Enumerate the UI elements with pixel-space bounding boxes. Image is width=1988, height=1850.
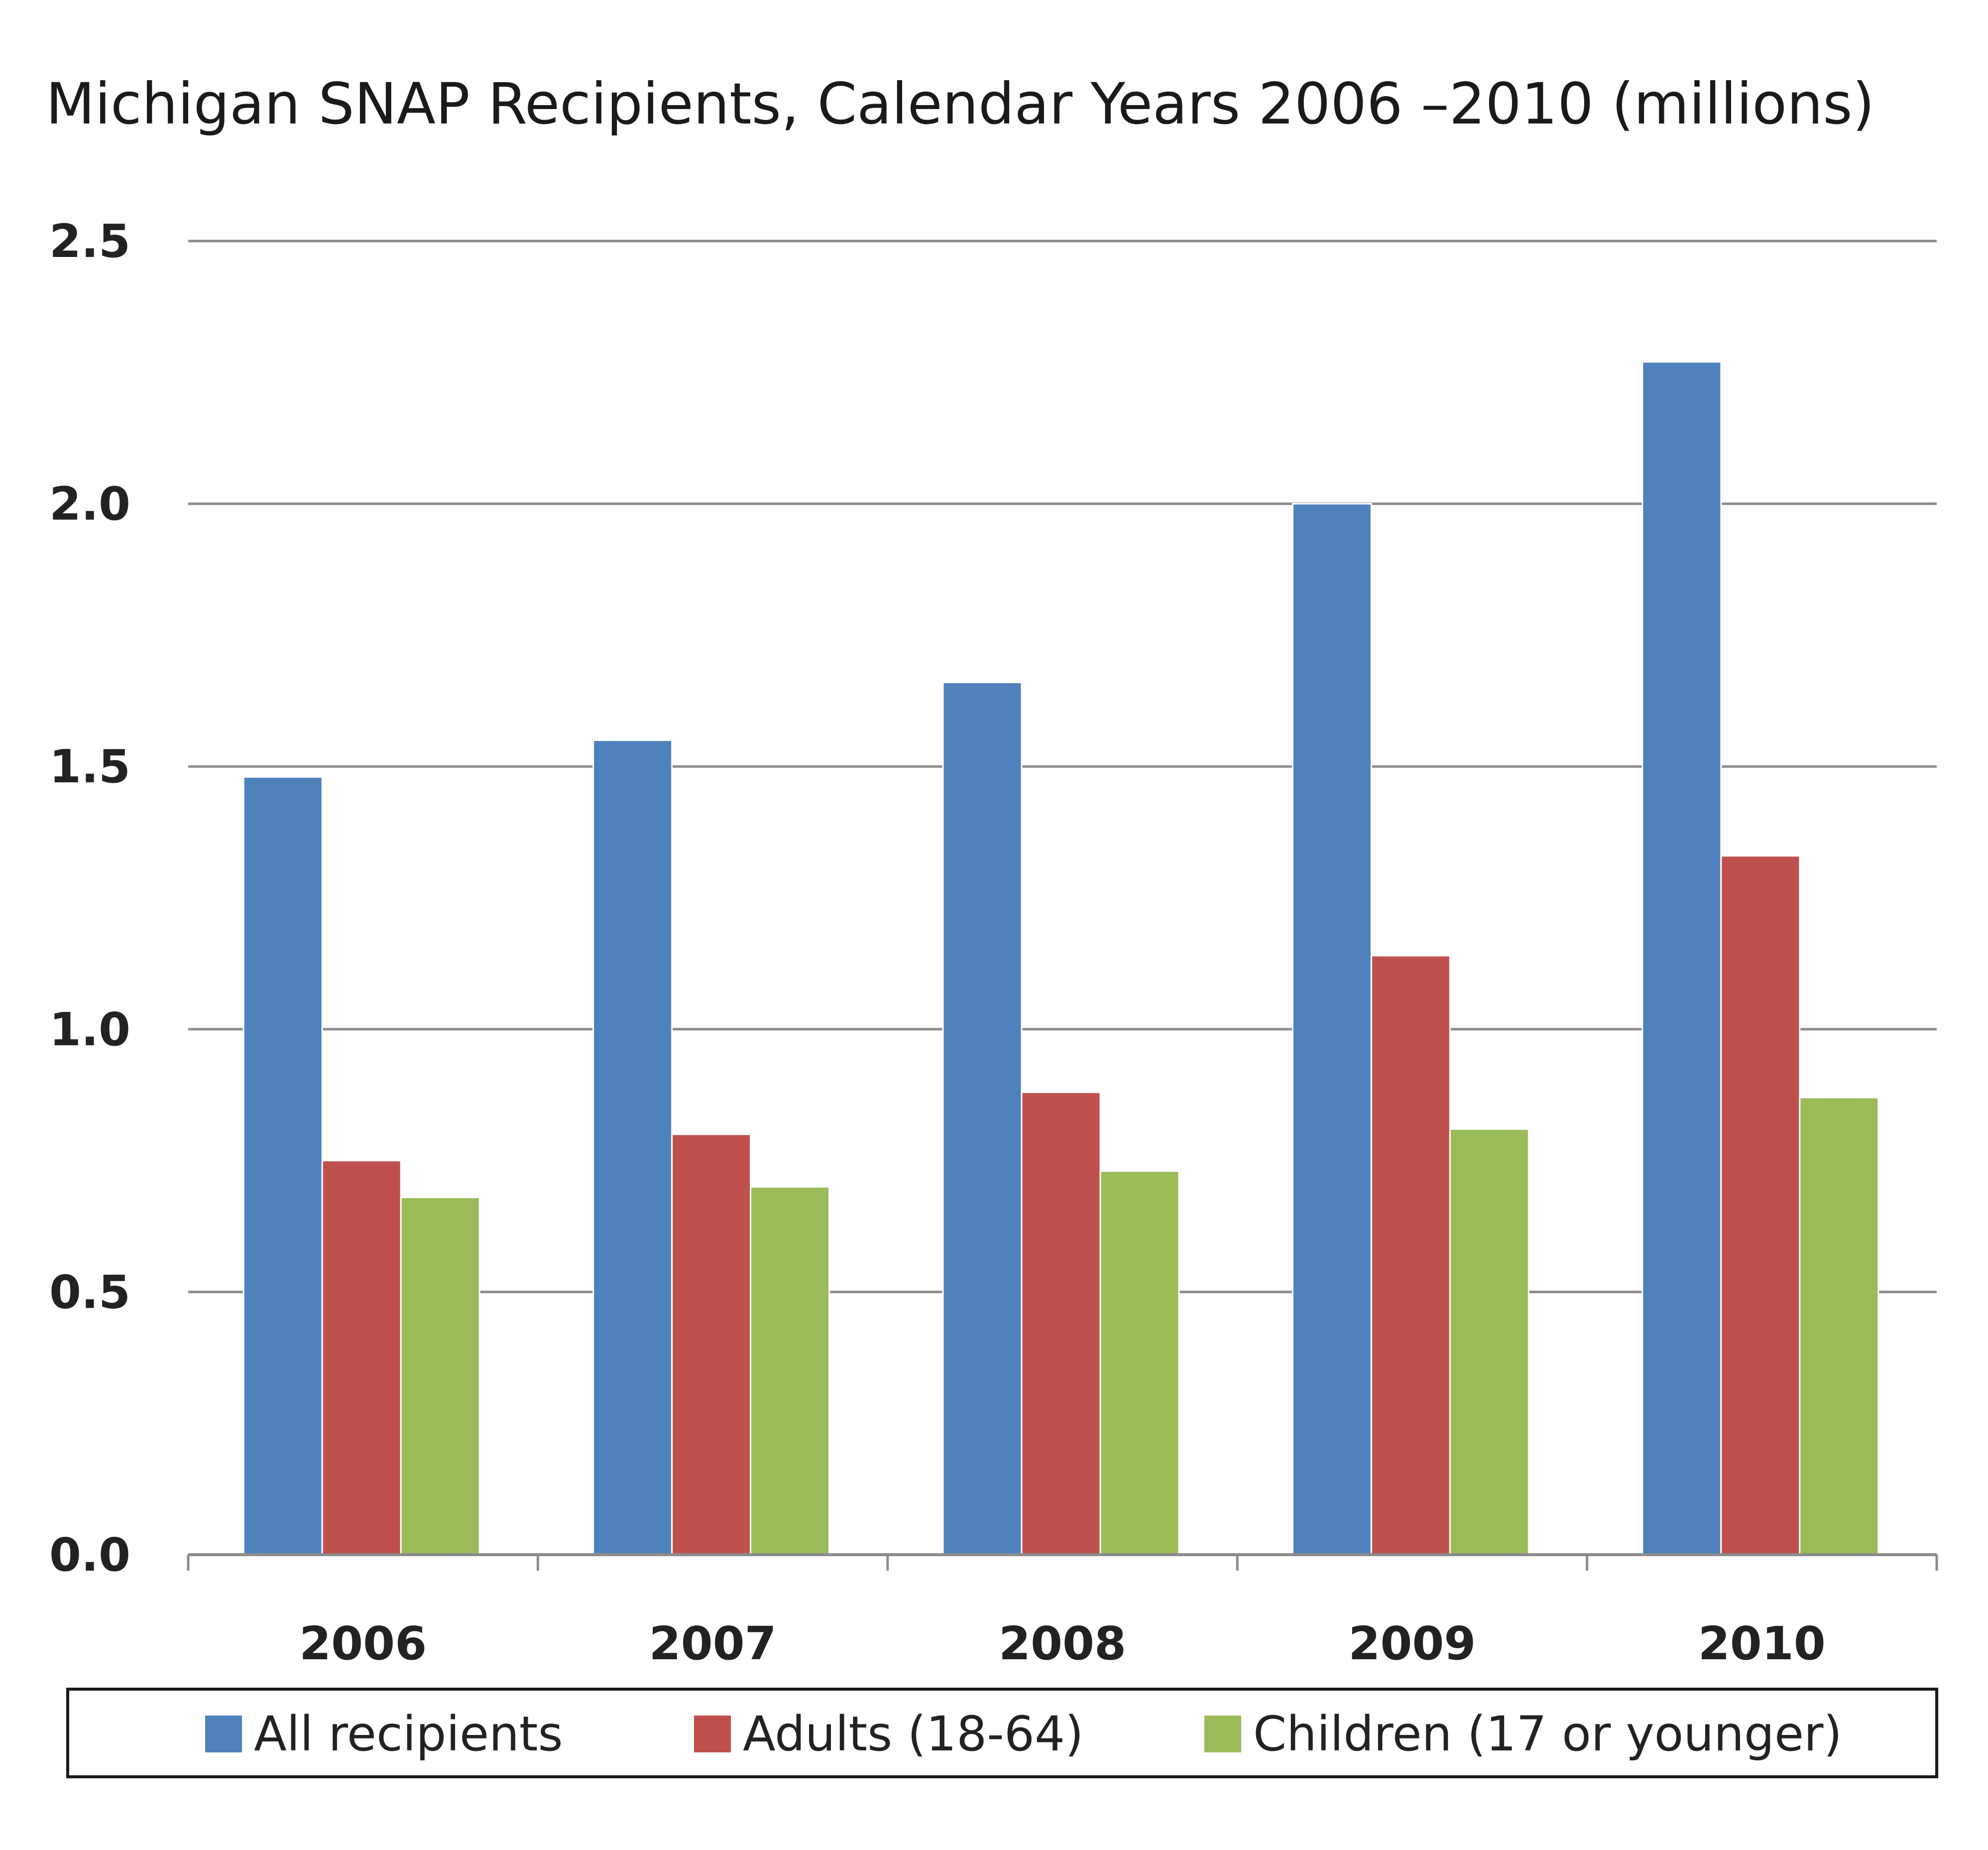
bar-2008-series-3 xyxy=(1099,1170,1180,1556)
x-category-label: 2006 xyxy=(299,1617,427,1670)
bar-2009-series-3 xyxy=(1449,1128,1529,1556)
legend-label: Children (17 or younger) xyxy=(1253,1706,1842,1762)
y-tick-label: 0.5 xyxy=(49,1265,130,1319)
x-category-label: 2010 xyxy=(1698,1617,1826,1670)
legend-swatch xyxy=(205,1716,242,1752)
bar-2006-series-2 xyxy=(321,1160,402,1556)
x-category-label: 2008 xyxy=(999,1617,1126,1670)
bar-2007-series-2 xyxy=(671,1133,752,1556)
legend-swatch xyxy=(1204,1716,1241,1752)
y-tick-label: 0.0 xyxy=(49,1528,130,1582)
legend-box xyxy=(66,1688,1938,1778)
bar-2009-series-2 xyxy=(1370,955,1451,1556)
y-tick-label: 2.5 xyxy=(49,215,130,268)
bars xyxy=(242,361,1879,1556)
legend-label: All recipients xyxy=(254,1706,563,1762)
y-axis-tick-labels: 0.0 0.5 1.0 1.5 2.0 2.5 xyxy=(49,215,130,1582)
chart-title: Michigan SNAP Recipients, Calendar Years… xyxy=(46,71,1874,137)
bar-2007-series-1 xyxy=(592,739,673,1556)
x-category-label: 2007 xyxy=(649,1617,777,1670)
y-tick-label: 1.5 xyxy=(49,740,130,793)
x-axis xyxy=(187,1553,1938,1571)
x-axis-category-labels: 2006 2007 2008 2009 2010 xyxy=(299,1617,1826,1670)
y-tick-label: 1.0 xyxy=(49,1003,130,1056)
legend-swatch xyxy=(694,1716,731,1752)
y-tick-label: 2.0 xyxy=(49,478,130,531)
bar-2010-series-2 xyxy=(1720,855,1801,1556)
bar-2010-series-1 xyxy=(1641,361,1722,1556)
bar-2009-series-1 xyxy=(1291,503,1372,1556)
bar-2008-series-1 xyxy=(942,681,1023,1556)
bar-2007-series-3 xyxy=(750,1186,830,1556)
legend-label: Adults (18-64) xyxy=(743,1706,1083,1762)
bar-2006-series-3 xyxy=(400,1196,480,1556)
legend: All recipients Adults (18-64) Children (17… xyxy=(66,1688,1938,1778)
bar-2008-series-2 xyxy=(1021,1091,1101,1556)
x-category-label: 2009 xyxy=(1348,1617,1476,1670)
bar-2006-series-1 xyxy=(242,776,323,1556)
bar-2010-series-3 xyxy=(1799,1097,1879,1556)
